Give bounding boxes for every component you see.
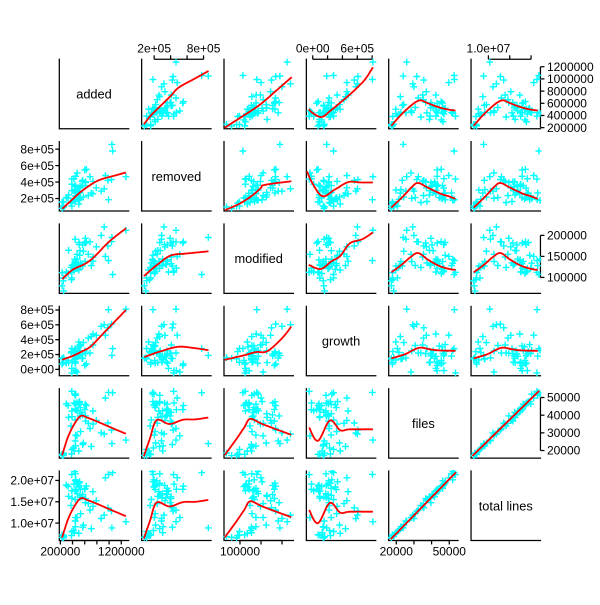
svg-text:100000: 100000 xyxy=(547,271,587,285)
svg-text:2e+05: 2e+05 xyxy=(20,192,54,206)
svg-text:200000: 200000 xyxy=(547,121,587,135)
svg-text:modified: modified xyxy=(235,251,283,266)
svg-text:8e+05: 8e+05 xyxy=(187,41,221,55)
svg-text:6e+05: 6e+05 xyxy=(20,318,54,332)
svg-text:1.0e+07: 1.0e+07 xyxy=(467,41,511,55)
svg-text:4e+05: 4e+05 xyxy=(20,175,54,189)
svg-text:1200000: 1200000 xyxy=(547,60,594,74)
svg-text:150000: 150000 xyxy=(547,250,587,264)
svg-text:removed: removed xyxy=(151,169,201,184)
svg-text:files: files xyxy=(412,416,435,431)
svg-text:600000: 600000 xyxy=(547,96,587,110)
svg-text:20000: 20000 xyxy=(380,544,414,558)
svg-text:0e+00: 0e+00 xyxy=(296,41,330,55)
svg-text:8e+05: 8e+05 xyxy=(20,142,54,156)
svg-text:8e+05: 8e+05 xyxy=(20,303,54,317)
svg-text:1200000: 1200000 xyxy=(98,544,145,558)
svg-text:200000: 200000 xyxy=(40,544,80,558)
svg-text:6e+05: 6e+05 xyxy=(20,159,54,173)
svg-text:1.0e+07: 1.0e+07 xyxy=(10,516,54,530)
svg-text:6e+05: 6e+05 xyxy=(340,41,374,55)
svg-text:4e+05: 4e+05 xyxy=(20,333,54,347)
svg-text:growth: growth xyxy=(322,334,360,349)
svg-text:2e+05: 2e+05 xyxy=(20,348,54,362)
svg-text:total lines: total lines xyxy=(479,498,533,513)
svg-text:20000: 20000 xyxy=(547,444,581,458)
svg-text:1000000: 1000000 xyxy=(547,72,594,86)
svg-text:200000: 200000 xyxy=(547,229,587,243)
svg-text:800000: 800000 xyxy=(547,84,587,98)
svg-text:2.0e+07: 2.0e+07 xyxy=(10,474,54,488)
svg-text:50000: 50000 xyxy=(547,391,581,405)
svg-text:100000: 100000 xyxy=(220,544,260,558)
svg-text:0e+00: 0e+00 xyxy=(20,363,54,377)
svg-text:50000: 50000 xyxy=(433,544,467,558)
svg-text:added: added xyxy=(76,87,112,102)
svg-text:2e+05: 2e+05 xyxy=(137,41,171,55)
svg-text:30000: 30000 xyxy=(547,426,581,440)
svg-text:1.5e+07: 1.5e+07 xyxy=(10,495,54,509)
svg-text:400000: 400000 xyxy=(547,109,587,123)
svg-text:40000: 40000 xyxy=(547,408,581,422)
